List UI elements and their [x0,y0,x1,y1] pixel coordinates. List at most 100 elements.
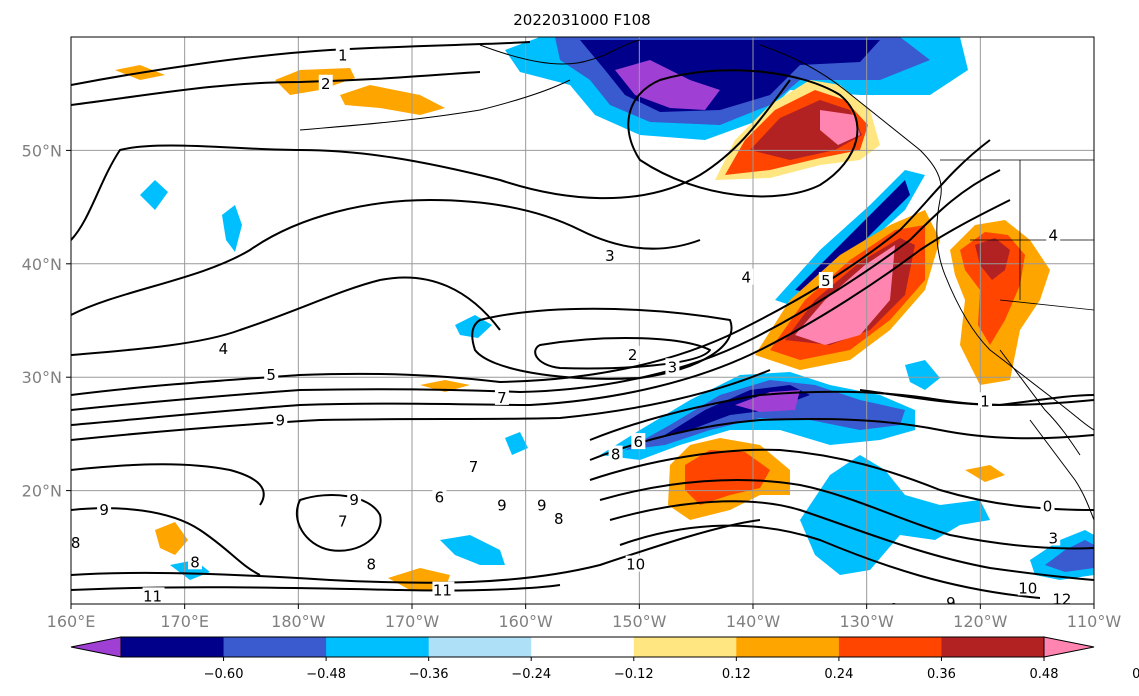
contour-label-halo [608,445,623,462]
coastlines [299,39,1094,521]
contour-label: 10 [1017,579,1040,597]
contour-label-halo [466,458,481,475]
contour-label-halo [1040,497,1055,514]
contour-label-text: 3 [668,358,678,376]
negative-anomaly-band-subtropical-max [735,390,800,412]
contour-label-halo [818,272,833,289]
contour-label-text: 12 [1052,591,1071,609]
colorbar-tick-label: 0.36 [927,667,956,682]
contour-label-text: 8 [71,534,81,552]
contour-closed-7 [295,494,382,552]
contour-label: 9 [534,496,549,515]
colorbar-extend-low [70,636,122,658]
contour-label-halo [335,46,350,63]
positive-anomaly-region-bc-max [820,110,860,145]
contour-label: 2 [625,345,640,364]
contour-1-east [859,389,1094,406]
map-frame [70,36,1095,605]
colorbar-extend-high [1043,636,1095,658]
contour-label-halo [432,488,447,505]
contour-label-text: 10 [1018,579,1037,597]
coastline-alaska [479,39,641,65]
contour-low-alaska [627,69,859,198]
colorbar-segment [633,637,737,657]
contour-label-text: 8 [190,553,200,571]
contour-label-halo [273,411,288,428]
colorbar [70,636,1095,661]
contour-label-text: 4 [742,269,752,287]
contour-label-text: 5 [821,272,831,290]
contour-label: 5 [818,272,833,290]
lon-tick-label: 130°W [839,612,894,631]
contour-label-halo [97,501,112,518]
contour-label: 9 [97,501,112,519]
contour-label-text: 3 [1048,529,1058,547]
contour-label-halo [625,555,648,572]
contour-sub-3 [589,448,1094,511]
negative-patch-west-2 [222,205,242,252]
border-us-mexico [999,299,1094,311]
colorbar-segment [121,637,225,657]
contour-label: 8 [188,553,203,571]
contour-label-halo [494,388,509,405]
contour-sub-1 [589,390,1094,441]
contour-label: 7 [494,388,509,407]
contour-label-halo [264,366,279,383]
contour-jet-2 [71,169,1001,411]
coastline-aleutians [299,79,571,131]
contour-label: 8 [71,534,83,552]
contour-label-halo [347,490,362,507]
contour-label-halo [943,594,958,604]
contour-label: 4 [216,340,231,358]
lon-tick-label: 160°W [498,612,553,631]
contour-label: 11 [432,581,455,600]
contour-sub-6 [619,524,1041,599]
contour-label-halo [318,74,333,91]
contour-1-north [71,41,531,86]
colorbar-segment [531,637,635,657]
negative-patch-mid-1 [505,432,528,455]
contour-label-text: 8 [554,510,564,528]
contour-label-text: 6 [435,489,445,507]
contour-label-halo [534,496,549,513]
lon-tick-label: 160°E [47,612,96,631]
contour-ridge-3 [71,79,791,241]
lat-tick-label: 30°N [22,368,62,387]
lon-tick-label: 110°W [1067,612,1122,631]
contour-label-text: 9 [889,600,899,618]
contour-label-text: 1 [338,46,348,64]
contour-label: 6 [631,433,646,451]
contour-jet-4 [71,369,771,441]
contour-9-west [71,463,265,506]
negative-anomaly-region-alaska-max [615,60,720,110]
colorbar-tick-label: 0.48 [1030,667,1059,682]
colorbar-segment [736,637,840,657]
contour-closed-2 [534,337,711,370]
negative-anomaly-band-subtropical-inner [625,380,905,450]
contour-label: 8 [551,510,566,528]
longitude-labels: 160°E 170°E 180°W 170°W 160°W 150°W 140°W 130°W… [47,612,1122,631]
contour-5 [71,276,501,356]
contour-label-halo [1017,579,1040,596]
contour-label-text: 9 [537,497,547,515]
contour-label: 9 [273,411,288,430]
contour-label: 1 [335,46,350,64]
contour-label: 3 [1046,529,1061,547]
contour-label: 4 [1046,226,1061,245]
latitude-labels: 50°N 40°N 30°N 20°N [22,141,62,500]
contour-label-text: 8 [366,556,376,574]
colorbar-segment [941,637,1045,657]
contour-label-text: 10 [626,556,645,574]
contour-label: 7 [466,458,481,476]
contour-jet-1 [71,139,991,396]
map-title: 2022031000 F108 [513,11,650,29]
lat-tick-label: 40°N [22,255,62,274]
contour-label: 9 [494,496,509,515]
contour-label-text: 11 [143,587,162,605]
contour-label-halo [142,587,165,604]
lon-tick-label: 150°W [612,612,667,631]
contour-label-halo [602,247,617,264]
contour-label-text: 6 [634,433,644,451]
